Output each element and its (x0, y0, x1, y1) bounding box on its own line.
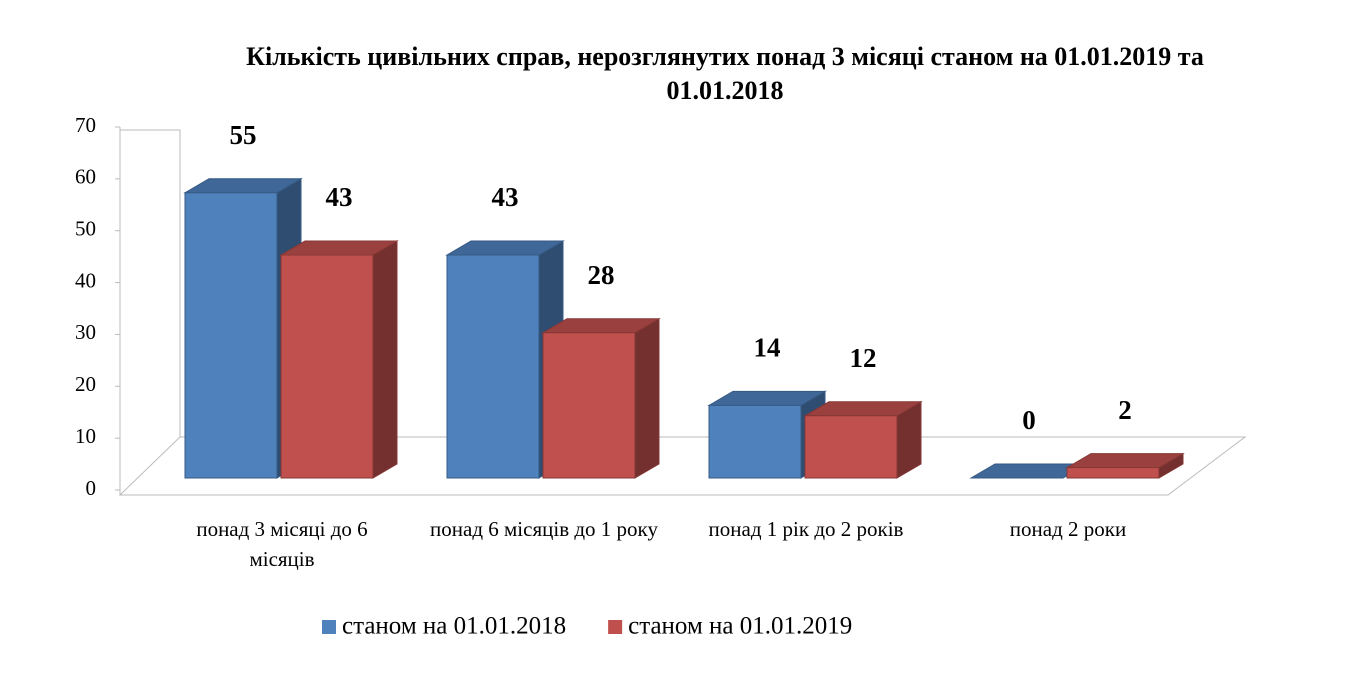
bar (1065, 452, 1185, 479)
value-label: 12 (850, 343, 877, 373)
x-tick-label: понад 6 місяців до 1 року (430, 517, 658, 541)
bar-front (280, 254, 374, 479)
value-label: 28 (588, 260, 615, 290)
value-label: 43 (492, 182, 519, 212)
bar (541, 317, 661, 479)
legend-swatch (608, 620, 623, 634)
y-tick-label: 10 (75, 424, 96, 448)
floor (118, 436, 1247, 496)
bar-front (446, 254, 540, 479)
bar (803, 400, 923, 479)
y-tick-label: 40 (75, 268, 96, 292)
y-tick-label: 0 (86, 476, 97, 500)
y-tick-label: 70 (75, 113, 96, 137)
back-wall (119, 129, 181, 496)
bar-front (804, 415, 898, 479)
value-label: 2 (1118, 395, 1132, 425)
bar-side (634, 317, 660, 479)
bar-front (1066, 467, 1160, 479)
value-label: 14 (754, 333, 781, 363)
bar-front (184, 192, 278, 479)
bar-side (372, 240, 398, 479)
x-tick-label: понад 2 роки (1009, 517, 1127, 541)
value-label: 0 (1022, 405, 1036, 435)
y-tick-label: 60 (75, 165, 96, 189)
bar-front (708, 404, 802, 479)
legend-swatch (322, 620, 336, 634)
legend-label: станом на 01.01.2019 (628, 613, 852, 640)
legend-label: станом на 01.01.2018 (342, 613, 566, 640)
value-label: 43 (326, 182, 353, 212)
x-tick-label: понад 3 місяці до 6 місяців (196, 517, 368, 571)
value-label: 55 (230, 120, 257, 150)
y-tick-label: 50 (75, 217, 96, 241)
bar (279, 240, 399, 479)
y-tick-label: 30 (75, 320, 96, 344)
bar-front (542, 332, 636, 479)
y-tick-label: 20 (75, 372, 96, 396)
x-tick-label: понад 1 рік до 2 років (708, 517, 904, 541)
chart-title: Кількість цивільних справ, нерозглянутих… (246, 42, 1204, 105)
